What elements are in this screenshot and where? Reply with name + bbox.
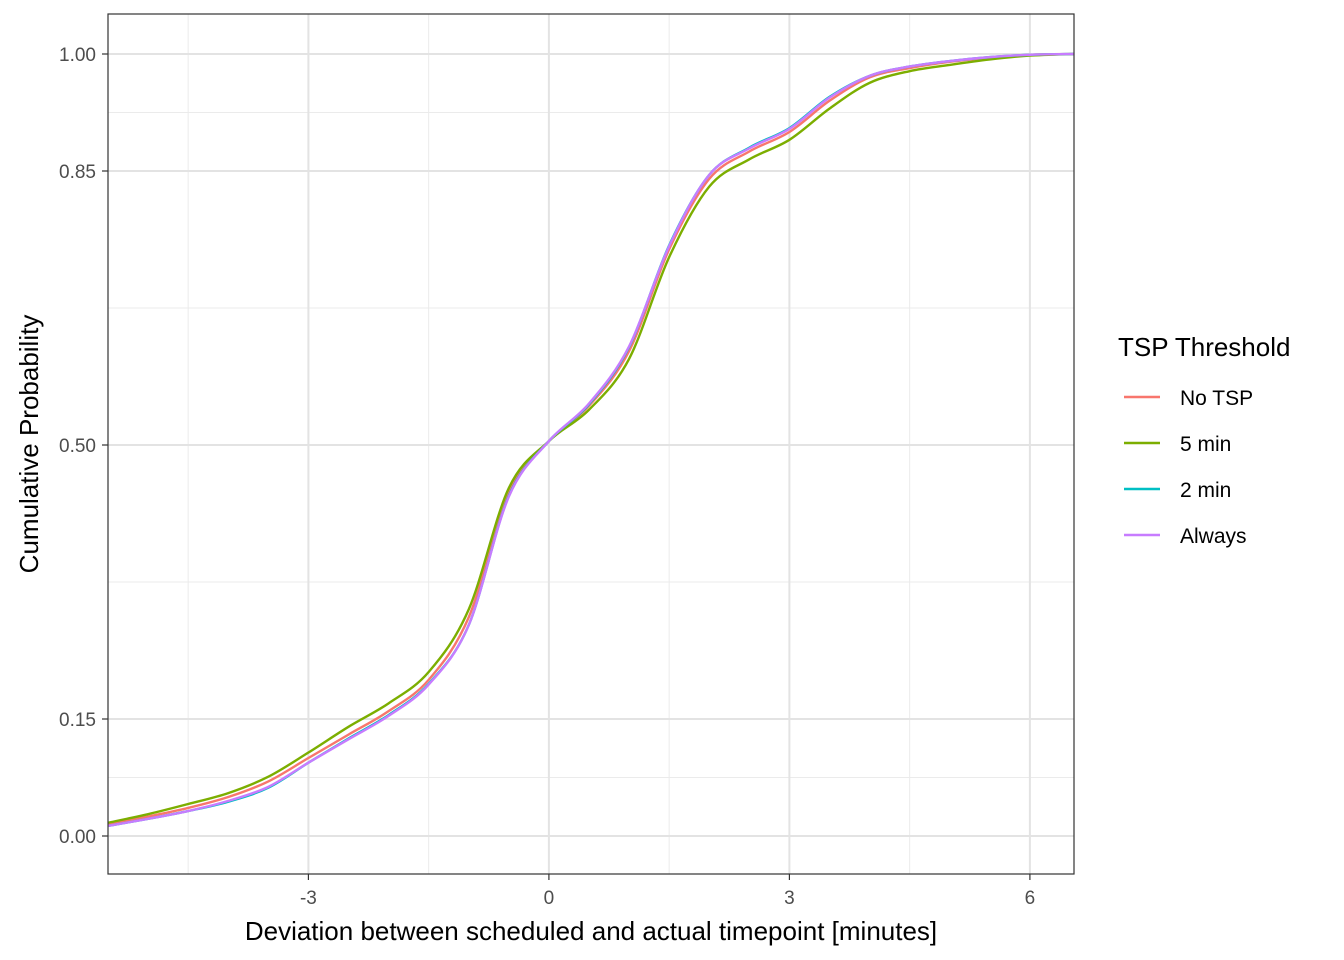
y-axis-ticks: 0.00 0.15 0.50 0.85 1.00 — [59, 45, 108, 848]
series-line-always — [107, 52, 1075, 828]
legend-item-label: Always — [1180, 525, 1247, 548]
legend-title: TSP Threshold — [1118, 332, 1290, 362]
x-axis-title: Deviation between scheduled and actual t… — [245, 916, 937, 946]
y-axis-title: Cumulative Probability — [14, 315, 44, 574]
series-line-5-min — [107, 52, 1075, 824]
legend-items: No TSP 5 min 2 min Always — [1124, 387, 1253, 548]
x-tick-label: 0 — [544, 888, 555, 909]
legend-item-label: 2 min — [1180, 479, 1231, 502]
major-grid — [108, 14, 1074, 874]
legend-item-label: 5 min — [1180, 433, 1231, 456]
plot-panel-border — [107, 13, 1075, 875]
y-tick-label: 0.15 — [59, 710, 96, 731]
legend-item-label: No TSP — [1180, 387, 1253, 410]
series-lines — [107, 52, 1075, 828]
y-tick-label: 0.00 — [59, 827, 96, 848]
y-tick-label: 1.00 — [59, 45, 96, 66]
x-tick-label: 6 — [1025, 888, 1036, 909]
x-tick-label: 3 — [784, 888, 795, 909]
x-axis-ticks: -3 0 3 6 — [300, 874, 1035, 909]
y-tick-label: 0.50 — [59, 436, 96, 457]
x-tick-label: -3 — [300, 888, 317, 909]
y-tick-label: 0.85 — [59, 162, 96, 183]
legend: TSP Threshold No TSP 5 min 2 min Always — [1118, 332, 1290, 548]
